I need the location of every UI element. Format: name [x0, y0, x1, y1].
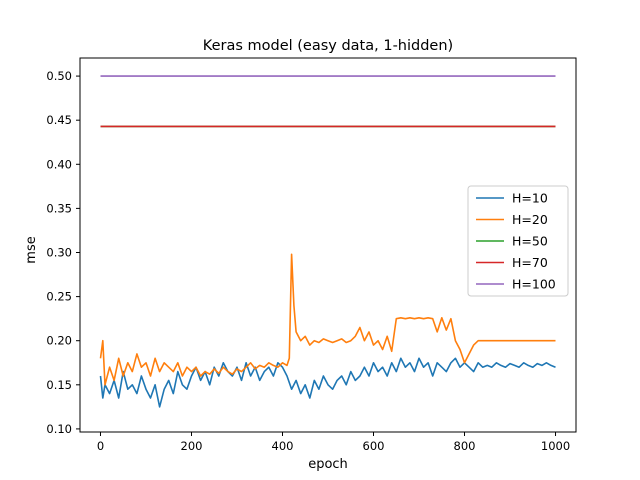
- legend-label: H=20: [512, 212, 548, 227]
- legend-label: H=70: [512, 255, 548, 270]
- x-tick-label: 200: [181, 439, 203, 453]
- y-tick-label: 0.15: [46, 378, 72, 392]
- y-tick-label: 0.30: [46, 245, 72, 259]
- y-axis-ticks: 0.10 0.15 0.20 0.25 0.30 0.35 0.40 0.45 0.50: [46, 69, 80, 436]
- x-tick-label: 1000: [541, 439, 570, 453]
- series-layer: [99, 75, 556, 408]
- plot-area-frame: [79, 57, 577, 433]
- y-tick-label: 0.25: [46, 290, 72, 304]
- legend-label: H=100: [512, 277, 556, 292]
- x-tick-label: 400: [272, 439, 294, 453]
- legend-box: [467, 185, 569, 297]
- chart-title: Keras model (easy data, 1-hidden): [203, 38, 453, 54]
- legend: H=10 H=20 H=50 H=70 H=100: [467, 185, 569, 297]
- y-tick-label: 0.20: [46, 334, 72, 348]
- y-tick-label: 0.10: [46, 422, 72, 436]
- legend-label: H=10: [512, 191, 548, 206]
- y-tick-label: 0.45: [46, 113, 72, 127]
- y-tick-label: 0.40: [46, 157, 72, 171]
- x-axis-ticks: 0 200 400 600 800 1000: [97, 432, 570, 453]
- legend-label: H=50: [512, 234, 548, 249]
- y-tick-label: 0.50: [46, 69, 72, 83]
- y-tick-label: 0.35: [46, 201, 72, 215]
- x-axis-label: epoch: [308, 457, 348, 472]
- x-tick-label: 0: [97, 439, 104, 453]
- series-line-1: [99, 357, 556, 408]
- x-tick-label: 800: [454, 439, 476, 453]
- y-axis-label: mse: [24, 236, 39, 263]
- x-tick-label: 600: [363, 439, 385, 453]
- series-line-2: [99, 253, 556, 386]
